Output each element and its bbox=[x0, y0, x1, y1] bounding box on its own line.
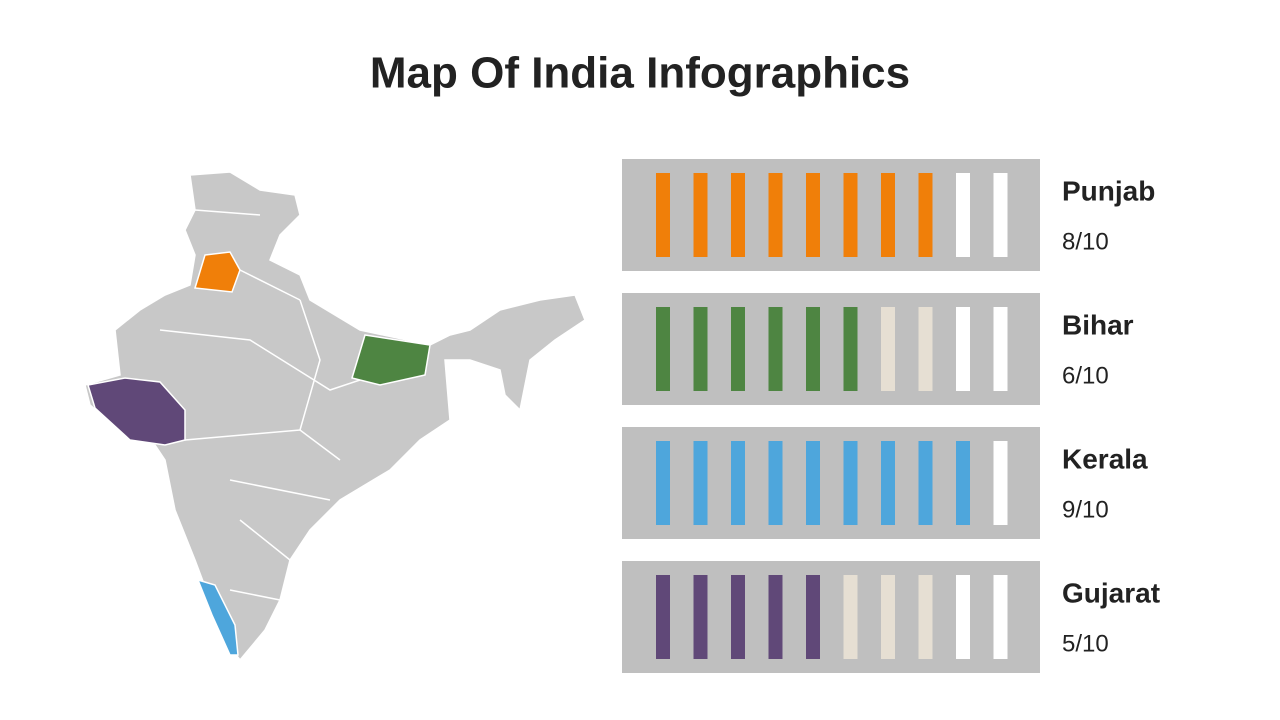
rating-panel bbox=[622, 427, 1040, 539]
rating-bar-filled bbox=[656, 173, 670, 257]
title: Map Of India Infographics bbox=[370, 49, 910, 98]
rating-bar-filled bbox=[731, 173, 745, 257]
rating-bar-filled bbox=[806, 441, 820, 525]
rating-bar-filled bbox=[731, 307, 745, 391]
state-bihar bbox=[351, 334, 431, 386]
rating-bar-filled bbox=[768, 173, 783, 257]
state-score: 8/10 bbox=[1062, 228, 1109, 255]
rating-bar-filled bbox=[956, 441, 970, 525]
rating-bar-filled bbox=[731, 441, 745, 525]
rating-bar-filled bbox=[693, 575, 708, 659]
rating-panel bbox=[622, 561, 1040, 673]
rating-bar-filled bbox=[731, 575, 745, 659]
rating-bar-empty bbox=[918, 307, 933, 391]
rating-bar-filled bbox=[918, 441, 933, 525]
rating-bar-filled bbox=[881, 441, 895, 525]
rating-bar-filled bbox=[806, 575, 820, 659]
rating-bar-empty bbox=[993, 307, 1008, 391]
rating-panel bbox=[622, 293, 1040, 405]
state-name: Gujarat bbox=[1062, 577, 1160, 608]
state-name: Bihar bbox=[1062, 309, 1134, 340]
rating-bar-empty bbox=[881, 307, 895, 391]
rating-bar-filled bbox=[806, 307, 820, 391]
state-gujarat bbox=[87, 377, 186, 446]
rating-panel bbox=[622, 159, 1040, 271]
map-outline bbox=[84, 171, 586, 662]
state-kerala bbox=[196, 578, 239, 656]
rating-bar-filled bbox=[656, 441, 670, 525]
rating-bar-filled bbox=[843, 307, 858, 391]
state-score: 6/10 bbox=[1062, 362, 1109, 389]
rating-bar-filled bbox=[693, 441, 708, 525]
india-map bbox=[84, 171, 586, 662]
rating-bar-filled bbox=[656, 575, 670, 659]
rating-bar-empty bbox=[956, 575, 970, 659]
rating-bar-filled bbox=[918, 173, 933, 257]
rating-bar-filled bbox=[768, 575, 783, 659]
rating-bar-empty bbox=[956, 307, 970, 391]
rating-bar-empty bbox=[918, 575, 933, 659]
rating-bar-filled bbox=[656, 307, 670, 391]
rating-bar-empty bbox=[956, 173, 970, 257]
rating-bar-filled bbox=[843, 173, 858, 257]
state-name: Punjab bbox=[1062, 175, 1155, 206]
rating-bar-filled bbox=[693, 173, 708, 257]
rating-bar-filled bbox=[843, 441, 858, 525]
state-score: 9/10 bbox=[1062, 496, 1109, 523]
rating-bar-filled bbox=[806, 173, 820, 257]
rating-bar-filled bbox=[693, 307, 708, 391]
rating-bar-filled bbox=[768, 307, 783, 391]
state-name: Kerala bbox=[1062, 443, 1148, 474]
rating-bar-empty bbox=[993, 173, 1008, 257]
state-punjab bbox=[194, 251, 241, 293]
rating-bar-empty bbox=[993, 575, 1008, 659]
rating-bar-empty bbox=[993, 441, 1008, 525]
rating-bar-filled bbox=[768, 441, 783, 525]
rating-bar-empty bbox=[843, 575, 858, 659]
rating-bar-empty bbox=[881, 575, 895, 659]
state-borders bbox=[159, 209, 361, 601]
state-score: 5/10 bbox=[1062, 630, 1109, 657]
rating-bar-filled bbox=[881, 173, 895, 257]
